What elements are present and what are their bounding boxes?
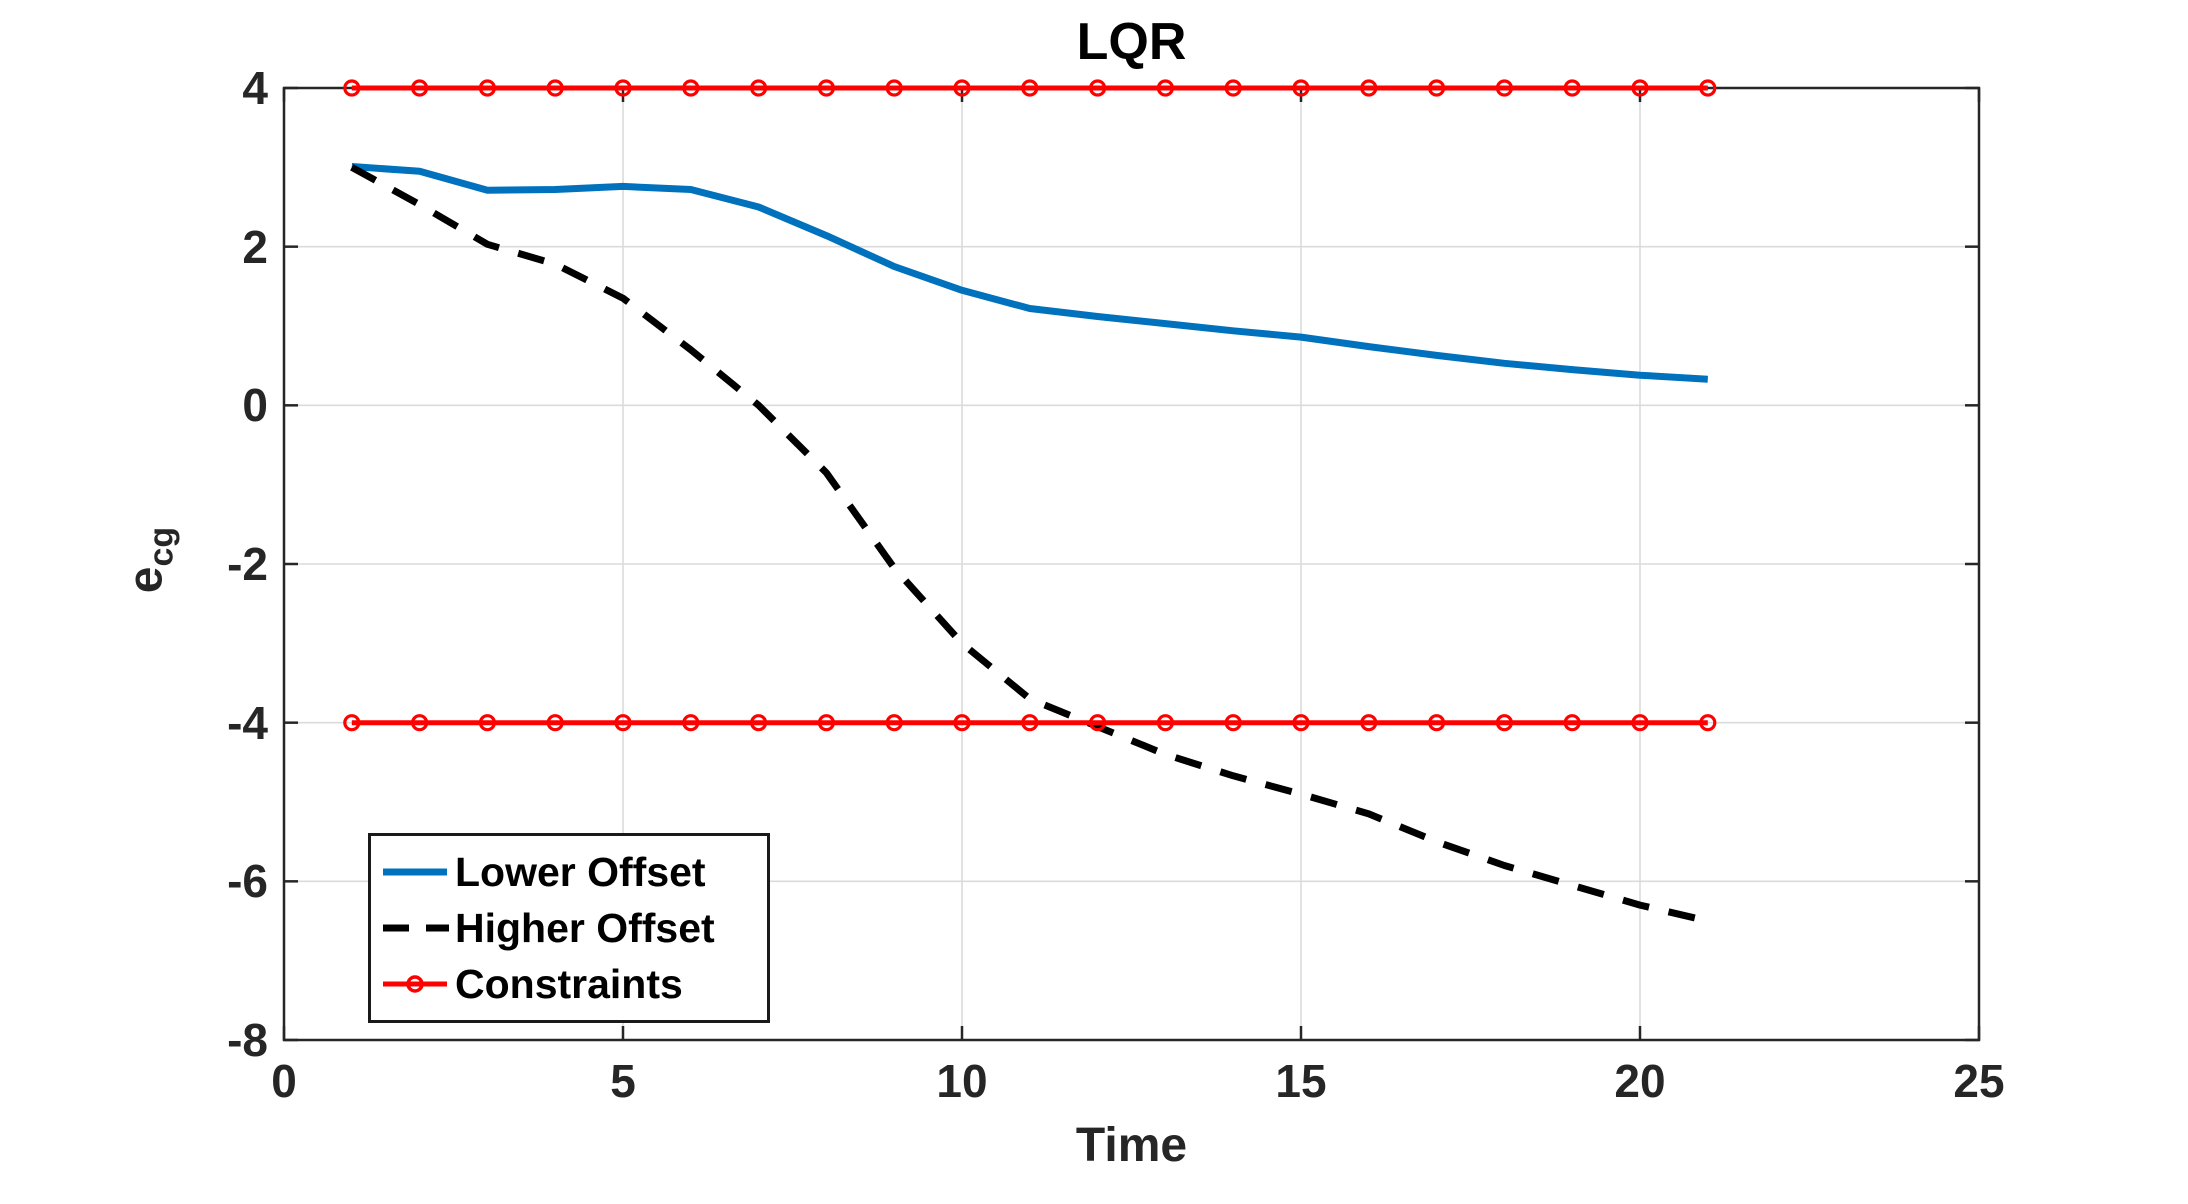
legend-marker-line-icon — [383, 975, 447, 993]
constraint-marker — [817, 714, 836, 732]
constraint-marker — [1088, 714, 1107, 732]
constraint-marker — [1699, 79, 1717, 97]
legend-item-constraints: Constraints — [381, 956, 761, 1012]
y-tick-label: -8 — [227, 1014, 268, 1066]
y-tick-label: -2 — [227, 538, 268, 590]
constraint-marker — [885, 79, 903, 97]
constraint-marker — [1495, 714, 1514, 732]
x-tick-label: 10 — [936, 1055, 988, 1107]
constraint-marker — [1495, 79, 1514, 97]
constraint-marker — [1360, 714, 1378, 732]
y-tick-label: 2 — [242, 220, 268, 273]
x-tick-label: 0 — [271, 1055, 297, 1107]
legend: Lower Offset Higher Offset Constraints — [368, 833, 770, 1023]
constraint-marker — [546, 79, 564, 97]
constraint-marker — [953, 79, 971, 97]
legend-label: Higher Offset — [455, 904, 715, 951]
constraint-marker — [682, 79, 700, 97]
constraint-marker — [478, 714, 496, 732]
series-line-higher-offset — [350, 164, 1709, 925]
constraint-marker — [1631, 714, 1649, 732]
constraint-marker — [411, 714, 429, 732]
legend-item-higher-offset: Higher Offset — [381, 900, 761, 956]
x-tick-label: 15 — [1275, 1055, 1327, 1107]
series-line-lower-offset — [351, 163, 1709, 383]
constraint-marker — [817, 79, 836, 97]
constraint-marker — [546, 714, 564, 732]
constraint-marker — [1427, 714, 1446, 732]
constraint-marker — [885, 714, 903, 732]
y-tick-label: -4 — [227, 696, 268, 749]
constraint-marker — [1021, 714, 1039, 732]
constraint-marker — [1224, 79, 1242, 97]
constraint-marker — [343, 79, 361, 97]
constraint-marker — [1021, 79, 1039, 97]
constraint-marker — [749, 714, 768, 732]
legend-item-lower-offset: Lower Offset — [381, 844, 761, 900]
constraint-marker — [1088, 79, 1107, 97]
x-axis-label: Time — [1075, 1119, 1188, 1172]
chart-title: LQR — [1076, 13, 1187, 71]
constraint-marker — [1156, 714, 1175, 732]
constraint-marker — [749, 79, 768, 97]
x-tick-label: 5 — [610, 1055, 636, 1107]
y-tick-label: -6 — [227, 855, 268, 908]
legend-label: Lower Offset — [455, 848, 706, 895]
constraint-marker — [1360, 79, 1378, 97]
constraint-marker — [614, 79, 632, 97]
x-tick-label: 20 — [1614, 1055, 1666, 1107]
constraint-marker — [953, 714, 971, 732]
constraint-marker — [1292, 79, 1310, 97]
constraint-marker — [478, 79, 496, 97]
y-tick-label: 4 — [242, 62, 268, 114]
constraint-marker — [1563, 79, 1581, 97]
constraint-marker — [1699, 714, 1717, 732]
constraint-marker — [1563, 714, 1581, 732]
x-tick-label: 25 — [1953, 1055, 2005, 1107]
legend-solid-line-icon — [383, 868, 447, 876]
y-tick-label: 0 — [242, 379, 268, 432]
legend-dashed-line-icon — [383, 924, 449, 932]
constraint-marker — [1224, 714, 1242, 732]
constraint-marker — [614, 714, 632, 732]
legend-label: Constraints — [455, 960, 683, 1007]
constraint-marker — [1292, 714, 1310, 732]
constraint-marker — [682, 714, 700, 732]
constraint-marker — [1156, 79, 1175, 97]
constraint-marker — [1427, 79, 1446, 97]
constraint-marker — [343, 714, 361, 732]
constraint-marker — [1631, 79, 1649, 97]
constraint-marker — [411, 79, 429, 97]
